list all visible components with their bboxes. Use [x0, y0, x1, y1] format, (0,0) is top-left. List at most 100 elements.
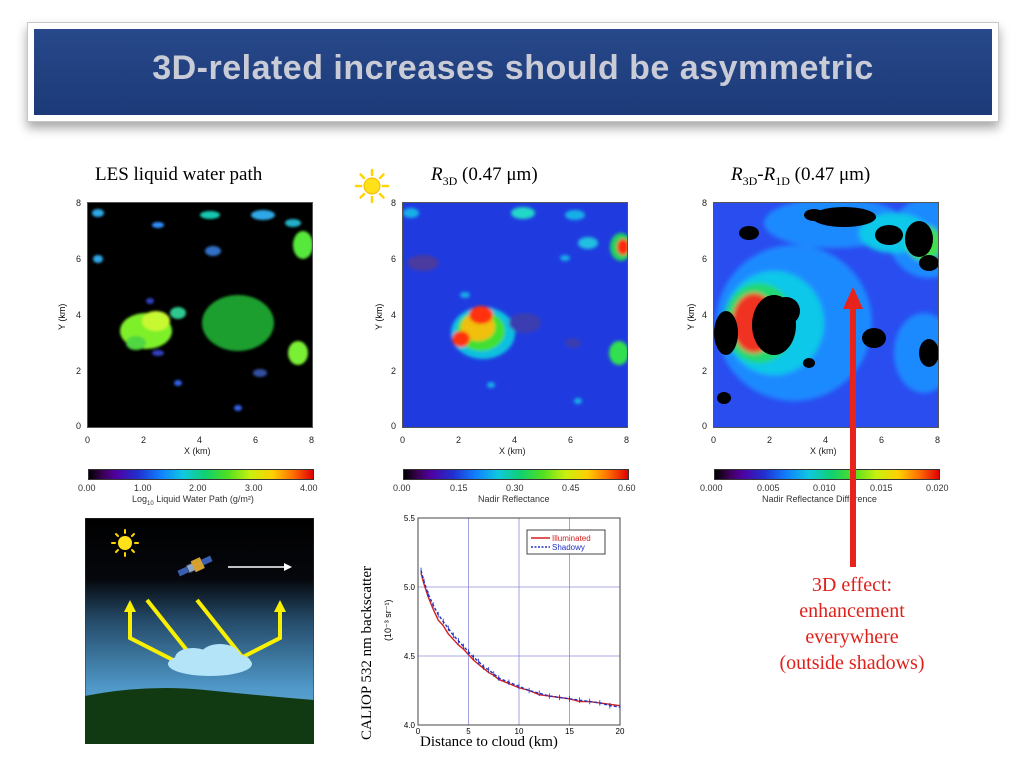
sun-icon	[354, 168, 390, 204]
satellite-icon	[177, 555, 213, 577]
lwp-map-image	[92, 209, 312, 411]
annotation-line: enhancement	[799, 600, 905, 622]
r3d-panel-title: R3D (0.47 μm)	[431, 164, 538, 188]
diff-cbar-label: Nadir Reflectance Difference	[762, 494, 877, 504]
lwp-cbar-tick: 2.00	[189, 483, 207, 493]
lwp-cbar-tick: 4.00	[300, 483, 318, 493]
diff-xtick: 0	[711, 435, 717, 445]
lwp-xtick: 6	[253, 435, 259, 445]
r3d-map	[402, 202, 628, 428]
r3d-cbar-tick: 0.45	[562, 483, 580, 493]
lwp-cbar-tick: 3.00	[245, 483, 263, 493]
chart-series	[420, 567, 621, 710]
chart-ytick: 5.5	[404, 514, 416, 523]
r3d-cbar-label: Nadir Reflectance	[478, 494, 550, 504]
legend-label: Shadowy	[552, 543, 585, 552]
r3d-ytick: 2	[391, 366, 397, 376]
r3d-cbar-tick: 0.30	[506, 483, 524, 493]
title-banner: 3D-related increases should be asymmetri…	[27, 22, 999, 122]
title-background: 3D-related increases should be asymmetri…	[34, 29, 992, 115]
annotation-text: 3D effect: enhancement everywhere (outsi…	[752, 572, 952, 676]
red-arrow	[843, 287, 863, 567]
diff-ytick: 6	[702, 254, 708, 264]
lwp-ytick: 2	[76, 366, 82, 376]
lwp-xtick: 8	[309, 435, 315, 445]
ground	[85, 688, 314, 744]
r3d-cbar-tick: 0.00	[393, 483, 411, 493]
r3d-cbar-tick: 0.60	[618, 483, 636, 493]
lwp-ytick: 8	[76, 198, 82, 208]
diff-cbar-tick: 0.010	[813, 483, 836, 493]
lwp-cbar-tick: 0.00	[78, 483, 96, 493]
diff-xtick: 8	[935, 435, 941, 445]
diff-map-image	[714, 203, 938, 427]
chart-xtick: 10	[515, 727, 524, 736]
chart-ytick: 4.5	[404, 652, 416, 661]
lwp-xtick: 4	[197, 435, 203, 445]
r3d-colorbar	[403, 469, 629, 480]
r3d-ylabel: Y (km)	[374, 303, 384, 330]
r3d-ytick: 6	[391, 254, 397, 264]
lwp-xlabel: X (km)	[184, 446, 211, 456]
lwp-ylabel: Y (km)	[57, 303, 67, 330]
r3d-ytick: 8	[391, 198, 397, 208]
lwp-ytick: 4	[76, 310, 82, 320]
diff-ytick: 0	[702, 421, 708, 431]
r3d-xtick: 6	[568, 435, 574, 445]
lwp-colorbar	[88, 469, 314, 480]
lwp-ytick: 6	[76, 254, 82, 264]
chart-ytick: 4.0	[404, 721, 416, 730]
chart-ylabel: CALIOP 532 nm backscatter	[359, 566, 375, 740]
chart-ytick: 5.0	[404, 583, 416, 592]
slide-title: 3D-related increases should be asymmetri…	[152, 49, 874, 87]
chart-xlabel: Distance to cloud (km)	[420, 734, 558, 750]
diff-panel-title: R3D-R1D (0.47 μm)	[731, 164, 871, 188]
lwp-xtick: 2	[141, 435, 147, 445]
diff-xtick: 4	[823, 435, 829, 445]
annotation-line: (outside shadows)	[779, 652, 925, 674]
lwp-cbar-label: Log10 Liquid Water Path (g/m²)	[132, 494, 254, 507]
diff-ytick: 8	[702, 198, 708, 208]
ray-arrow-head	[274, 600, 286, 612]
annotation-line: 3D effect:	[811, 574, 893, 596]
ray-arrow-head	[124, 600, 136, 612]
diff-cbar-tick: 0.000	[700, 483, 723, 493]
diff-xlabel: X (km)	[810, 446, 837, 456]
lwp-panel-title: LES liquid water path	[95, 164, 263, 185]
r3d-ytick: 4	[391, 310, 397, 320]
r3d-xtick: 0	[400, 435, 406, 445]
lwp-map	[87, 202, 313, 428]
arrow-head	[843, 287, 863, 309]
diff-cbar-tick: 0.015	[870, 483, 893, 493]
diff-map	[713, 202, 939, 428]
r3d-xtick: 2	[456, 435, 462, 445]
chart-ticks: 0 5 10 15 20 4.0 4.5 5.0 5.5	[404, 514, 625, 736]
r3d-xlabel: X (km)	[499, 446, 526, 456]
arrow-shaft	[850, 307, 856, 567]
light-rays	[128, 598, 282, 662]
schematic-illustration	[85, 518, 314, 744]
chart-xtick: 20	[616, 727, 625, 736]
chart-xtick: 0	[416, 727, 421, 736]
cloud-icon	[168, 644, 252, 676]
r3d-map-image	[403, 207, 627, 404]
motion-arrow-head	[284, 563, 292, 571]
chart-xtick: 15	[565, 727, 574, 736]
series-line-shadowy	[420, 570, 621, 708]
chart-xtick: 5	[466, 727, 471, 736]
diff-ytick: 2	[702, 366, 708, 376]
diff-ytick: 4	[702, 310, 708, 320]
r3d-xtick: 4	[512, 435, 518, 445]
chart-plot-area	[417, 517, 621, 726]
r3d-ytick: 0	[391, 421, 397, 431]
schematic-sun-icon	[111, 529, 139, 557]
lwp-ytick: 0	[76, 421, 82, 431]
r3d-cbar-tick: 0.15	[450, 483, 468, 493]
diff-xtick: 2	[767, 435, 773, 445]
r3d-xtick: 8	[624, 435, 630, 445]
diff-ylabel: Y (km)	[686, 303, 696, 330]
diff-cbar-tick: 0.020	[926, 483, 949, 493]
lwp-xtick: 0	[85, 435, 91, 445]
lwp-cbar-tick: 1.00	[134, 483, 152, 493]
